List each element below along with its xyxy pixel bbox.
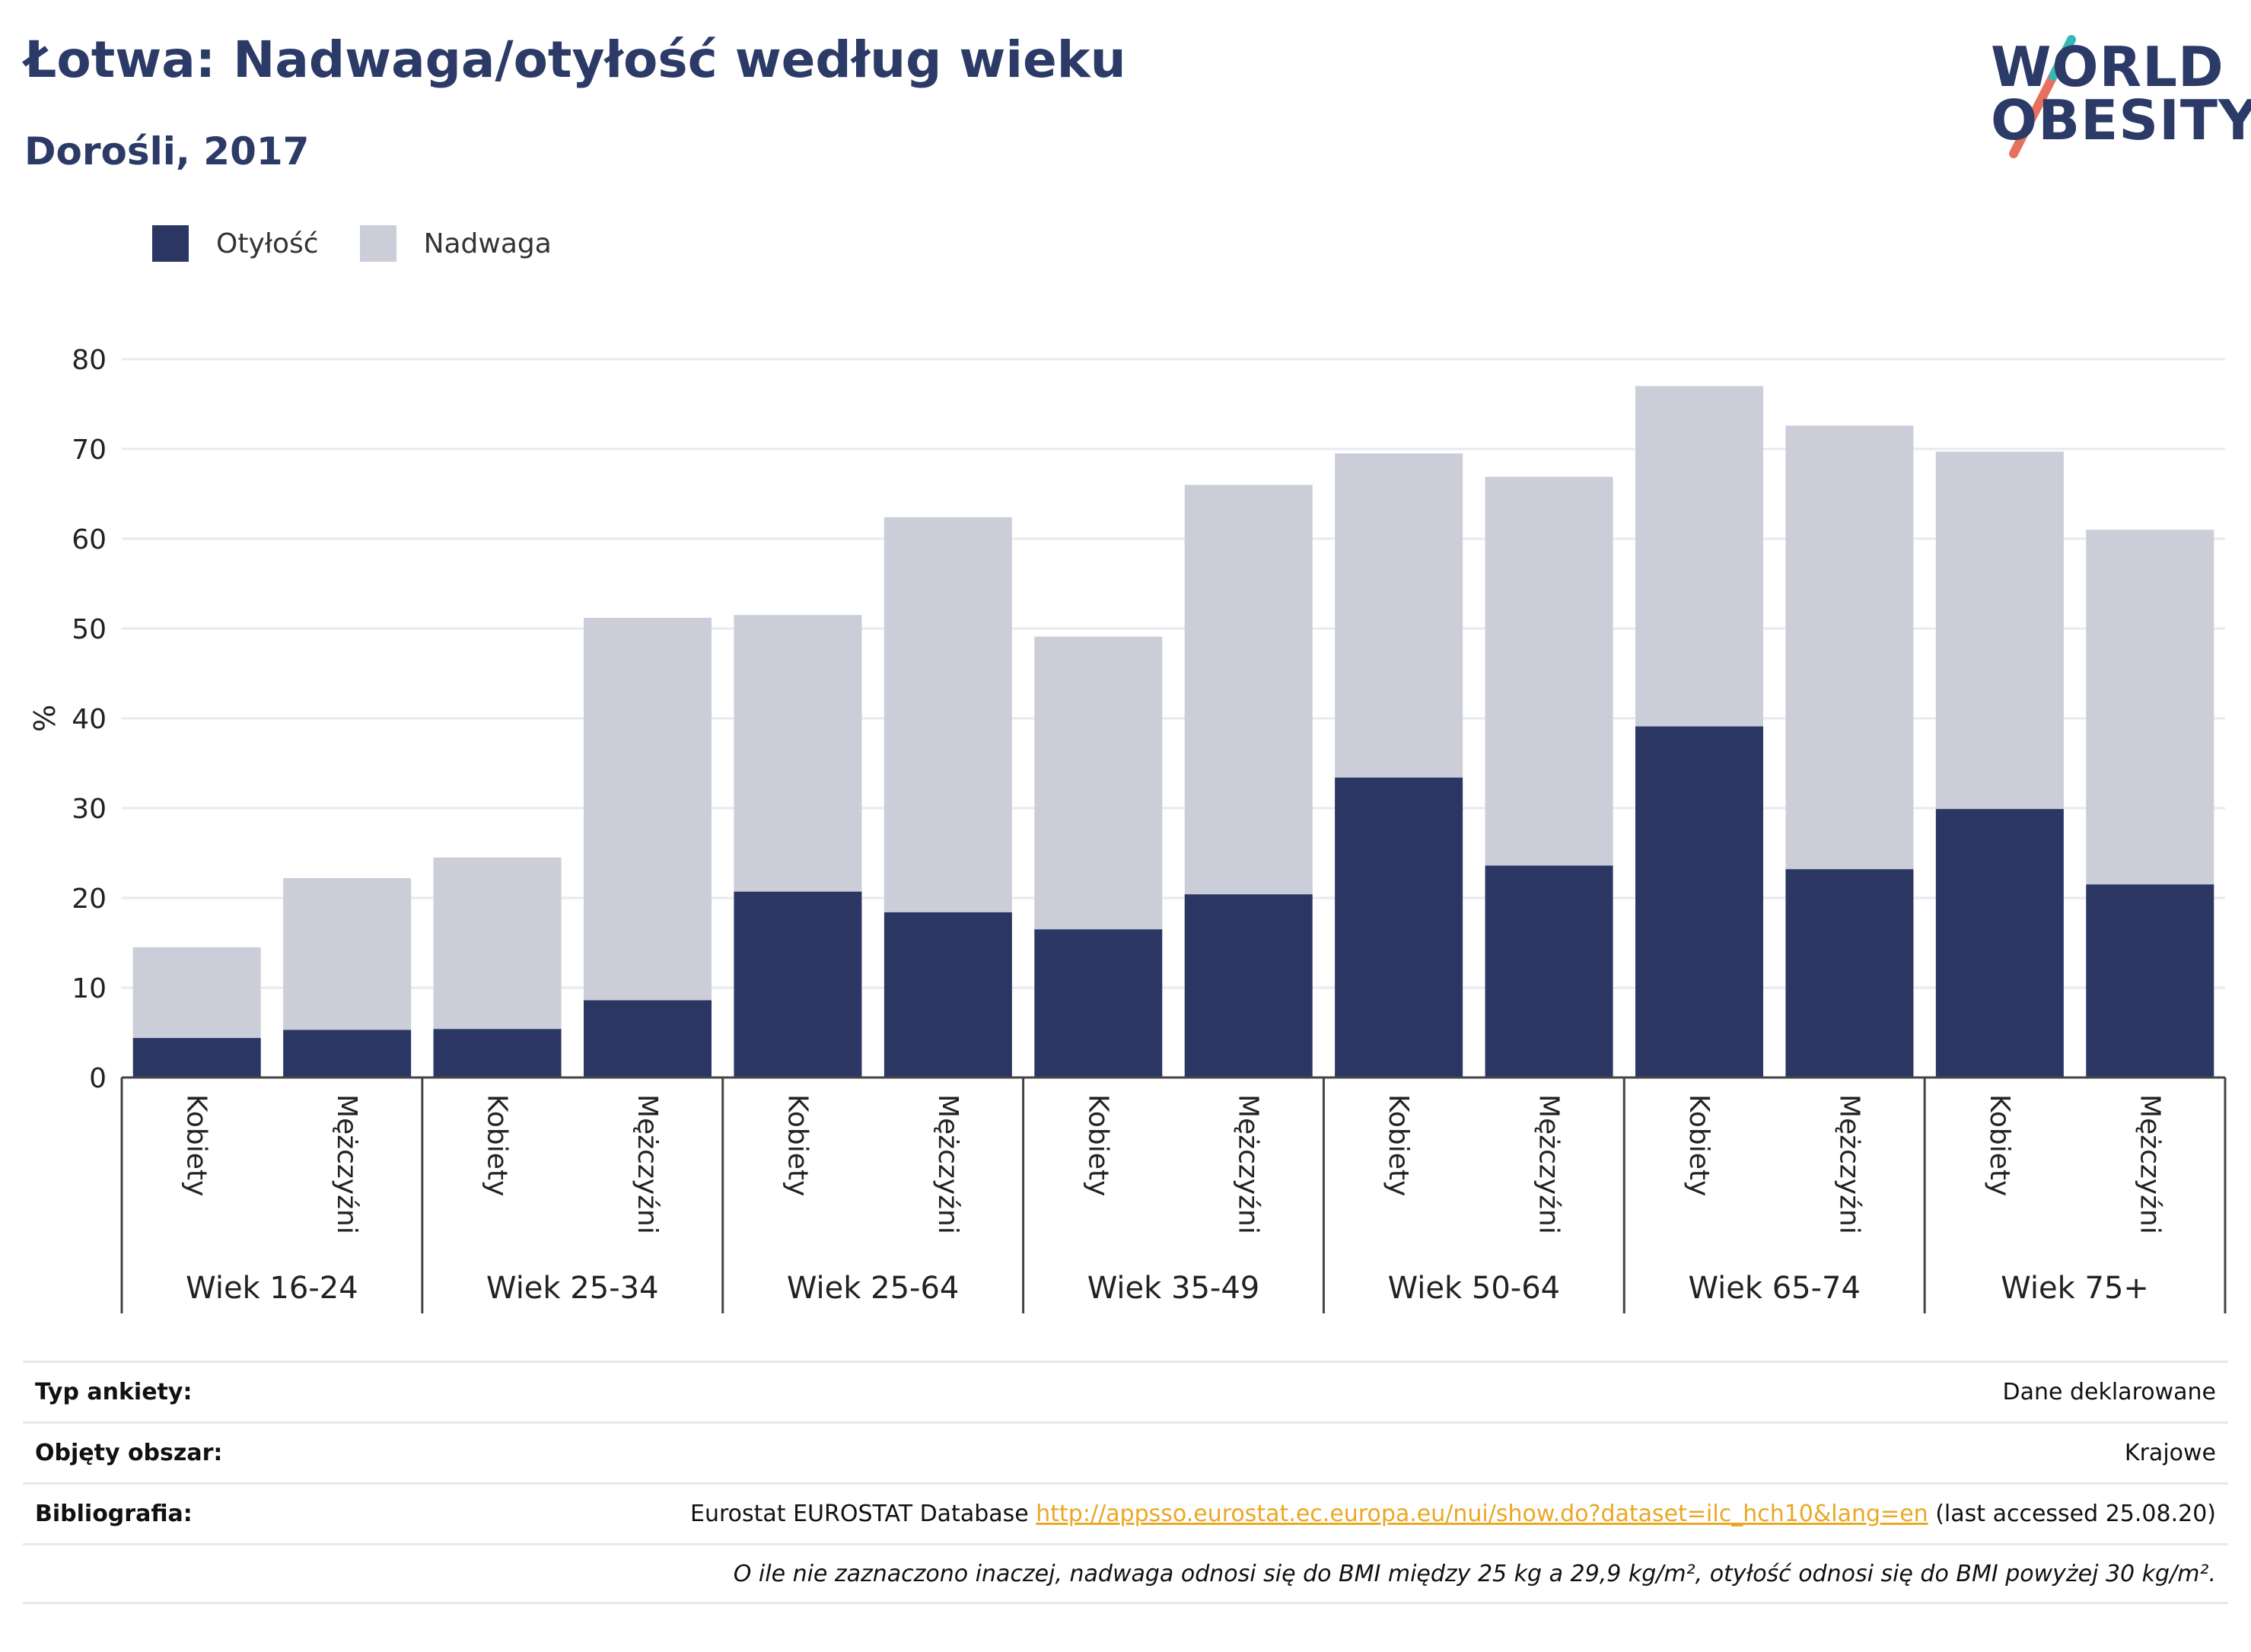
footer-row-coverage: Objęty obszar: Krajowe [23,1421,2228,1482]
x-category-label: Kobiety [482,1094,513,1196]
y-tick-label: 60 [72,524,107,555]
x-category-label: Kobiety [782,1094,813,1196]
chart-footer: Typ ankiety: Dane deklarowane Objęty obs… [23,1361,2228,1604]
bar-overweight [1785,425,1914,870]
bar-obesity [1785,869,1914,1077]
x-category-label: Mężczyźni [1233,1094,1264,1234]
x-group-label: Wiek 35-49 [1087,1271,1260,1306]
bar-overweight [1034,636,1163,930]
x-group-label: Wiek 75+ [2001,1271,2149,1306]
x-category-label: Mężczyźni [331,1094,362,1234]
bar-overweight [433,857,562,1030]
bibliography-value: Eurostat EUROSTAT Database http://appsso… [690,1501,2216,1527]
x-category-label: Kobiety [1383,1094,1414,1196]
bar-overweight [132,947,261,1039]
bar-obesity [1485,865,1613,1077]
bar-obesity [584,1000,712,1077]
y-tick-label: 20 [72,883,107,915]
logo-word-1: WORLD [1991,35,2224,99]
bar-overweight [1335,453,1463,778]
footer-row-bibliography: Bibliografia: Eurostat EUROSTAT Database… [23,1482,2228,1543]
stacked-bar-chart: 0 10 20 30 40 50 60 70 80% Kobiety Mężczyźni Kobiet… [28,345,2227,1313]
bar-obesity [132,1038,261,1077]
chart-title: Łotwa: Nadwaga/otyłość według wieku [24,30,1126,89]
coverage-value: Krajowe [2124,1440,2216,1466]
legend-item-overweight[interactable]: Nadwaga [359,225,552,262]
bar-overweight [734,615,862,892]
footer-row-survey: Typ ankiety: Dane deklarowane [23,1361,2228,1421]
bar-overweight [1935,451,2064,810]
y-tick-label: 10 [72,973,107,1004]
legend-label-overweight: Nadwaga [423,228,552,259]
bar-overweight [884,517,1012,912]
chart-legend: Otyłość Nadwaga [152,225,593,262]
bar-obesity [1635,726,1763,1077]
y-tick-label: 80 [72,345,107,376]
x-group-label: Wiek 25-64 [787,1271,960,1306]
coverage-label: Objęty obszar: [35,1440,223,1466]
bibliography-prefix: Eurostat EUROSTAT Database [690,1501,1029,1527]
y-tick-label: 40 [72,704,107,735]
bar-obesity [884,912,1012,1077]
bibliography-suffix: (last accessed 25.08.20) [1935,1501,2216,1527]
bar-overweight [1635,386,1763,727]
bar-obesity [1335,777,1463,1077]
logo-word-2: OBESITY [1991,88,2251,152]
x-category-label: Mężczyźni [932,1094,963,1234]
bar-obesity [1935,809,2064,1077]
bibliography-link[interactable]: http://appsso.eurostat.ec.europa.eu/nui/… [1036,1501,1928,1527]
x-category-label: Kobiety [1984,1094,2015,1196]
x-category-label: Mężczyźni [1833,1094,1864,1234]
bar-obesity [1184,894,1313,1077]
legend-label-obesity: Otyłość [216,228,319,259]
survey-type-label: Typ ankiety: [35,1379,193,1405]
bibliography-label: Bibliografia: [35,1501,193,1527]
y-tick-label: 30 [72,794,107,825]
x-group-label: Wiek 25-34 [486,1271,659,1306]
x-category-label: Mężczyźni [2134,1094,2165,1234]
y-tick-label: 0 [89,1063,107,1094]
legend-swatch-overweight [359,225,396,262]
bar-obesity [734,891,862,1077]
x-group-label: Wiek 50-64 [1388,1271,1561,1306]
bar-obesity [433,1029,562,1077]
x-category-label: Mężczyźni [1533,1094,1565,1234]
bar-overweight [2086,530,2214,885]
bar-obesity [2086,884,2214,1077]
y-tick-label: 50 [72,614,107,645]
bar-overweight [584,617,712,1001]
logo-slash-icon [2009,35,2076,158]
definition-note: O ile nie zaznaczono inaczej, nadwaga od… [733,1560,2216,1587]
world-obesity-logo: WORLD OBESITY [1971,23,2251,160]
x-category-label: Kobiety [181,1094,212,1196]
legend-item-obesity[interactable]: Otyłość [152,225,319,262]
x-category-label: Kobiety [1082,1094,1113,1196]
x-category-label: Kobiety [1683,1094,1715,1196]
bar-obesity [283,1030,412,1077]
x-group-label: Wiek 16-24 [186,1271,358,1306]
y-axis-label: % [28,705,62,732]
bar-overweight [1485,476,1613,866]
y-tick-label: 70 [72,434,107,466]
bar-obesity [1034,929,1163,1077]
chart-subtitle: Dorośli, 2017 [24,129,310,173]
x-group-label: Wiek 65-74 [1688,1271,1861,1306]
x-category-label: Mężczyźni [632,1094,663,1234]
survey-type-value: Dane deklarowane [2002,1379,2216,1405]
legend-swatch-obesity [152,225,189,262]
bar-overweight [283,878,412,1030]
footer-row-note: O ile nie zaznaczono inaczej, nadwaga od… [23,1543,2228,1604]
bar-overweight [1184,485,1313,895]
